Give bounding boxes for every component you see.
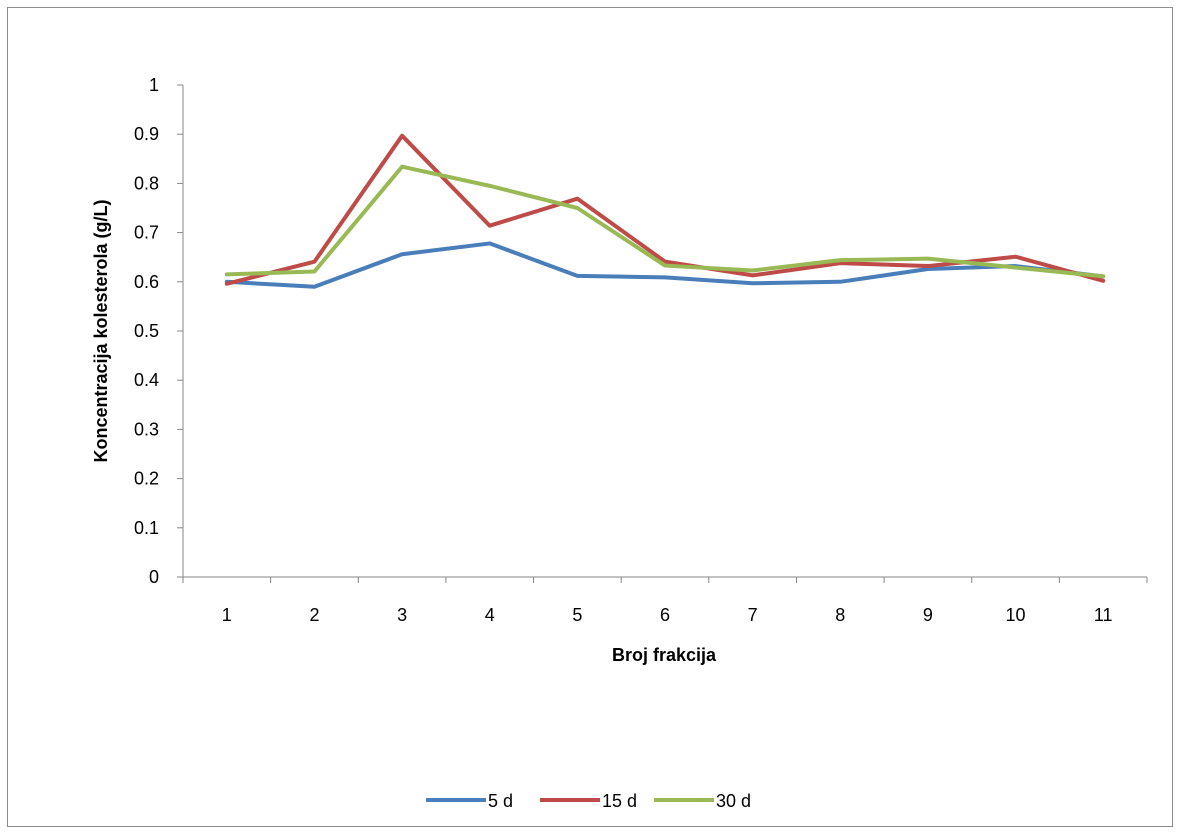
y-tick-label: 0.8 — [134, 173, 159, 193]
y-tick-label: 0 — [149, 567, 159, 587]
y-tick-label: 0.2 — [134, 469, 159, 489]
chart-frame — [7, 7, 1173, 827]
y-tick-label: 0.4 — [134, 370, 159, 390]
series-line-3 — [224, 164, 1106, 279]
y-tick-label: 0.7 — [134, 223, 159, 243]
legend-label: 5 d — [488, 791, 513, 811]
x-axis-title: Broj frakcija — [612, 645, 717, 665]
series-lines — [224, 133, 1106, 289]
x-tick-label: 11 — [1094, 605, 1113, 625]
x-tick-label: 7 — [748, 605, 758, 625]
y-tick-label: 0.6 — [134, 272, 159, 292]
legend: 5 d 15 d 30 d — [426, 791, 751, 811]
series-line-1 — [224, 241, 1106, 289]
legend-label: 15 d — [602, 791, 637, 811]
y-tick-label: 1 — [149, 75, 159, 95]
y-tick-label: 0.9 — [134, 124, 159, 144]
x-tick-label: 10 — [1006, 605, 1026, 625]
legend-label: 30 d — [716, 791, 751, 811]
y-axis-ticks: 0 0.1 0.2 0.3 0.4 0.5 0.6 0.7 0.8 0.9 1 — [134, 75, 183, 587]
x-tick-label: 8 — [835, 605, 845, 625]
y-tick-label: 0.3 — [134, 419, 159, 439]
x-tick-label: 9 — [923, 605, 933, 625]
x-axis-ticks: 1 2 3 4 5 6 7 8 9 10 11 — [182, 577, 1148, 625]
x-tick-label: 4 — [485, 605, 495, 625]
y-axis-title: Koncentracija kolesterola (g/L) — [91, 199, 111, 462]
x-tick-label: 5 — [572, 605, 582, 625]
x-tick-label: 3 — [397, 605, 407, 625]
y-tick-label: 0.5 — [134, 321, 159, 341]
x-tick-label: 6 — [660, 605, 670, 625]
x-tick-label: 2 — [309, 605, 319, 625]
x-tick-label: 1 — [222, 605, 232, 625]
y-tick-label: 0.1 — [134, 518, 159, 538]
